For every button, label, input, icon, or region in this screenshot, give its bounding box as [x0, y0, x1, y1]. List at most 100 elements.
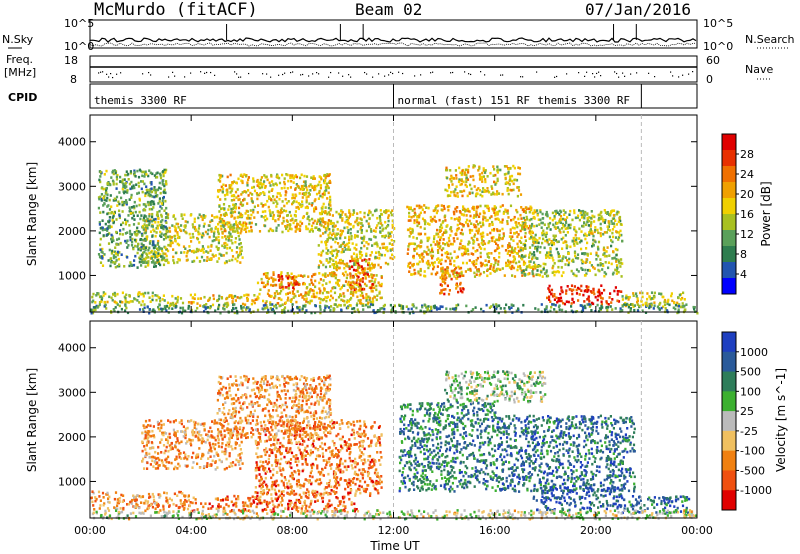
heatmap-cell	[551, 218, 554, 222]
heatmap-cell	[277, 224, 280, 227]
heatmap-cell	[257, 183, 260, 186]
heatmap-cell	[659, 292, 663, 296]
heatmap-cell	[292, 287, 295, 291]
heatmap-cell	[138, 168, 141, 172]
heatmap-cell	[480, 225, 483, 228]
heatmap-cell	[567, 261, 571, 264]
heatmap-cell	[117, 237, 121, 241]
heatmap-cell	[599, 234, 602, 238]
heatmap-cell	[496, 165, 499, 169]
heatmap-cell	[217, 232, 220, 235]
heatmap-cell	[323, 173, 326, 177]
heatmap-cell	[278, 197, 281, 201]
heatmap-cell	[277, 302, 280, 305]
heatmap-cell	[407, 307, 410, 311]
heatmap-cell	[437, 232, 440, 236]
heatmap-cell	[301, 196, 304, 199]
heatmap-cell	[527, 272, 530, 276]
heatmap-cell	[355, 291, 358, 294]
heatmap-cell	[444, 273, 447, 277]
heatmap-cell	[129, 187, 132, 191]
heatmap-cell	[141, 238, 144, 242]
heatmap-cell	[488, 306, 491, 310]
heatmap-cell	[670, 294, 673, 298]
heatmap-cell	[329, 201, 332, 204]
heatmap-cell	[114, 491, 118, 494]
heatmap-cell	[91, 490, 94, 493]
heatmap-cell	[471, 191, 474, 195]
heatmap-cell	[100, 255, 103, 258]
heatmap-cell	[163, 299, 166, 302]
heatmap-cell	[483, 264, 486, 267]
heatmap-cell	[506, 252, 509, 255]
heatmap-cell	[384, 226, 387, 230]
heatmap-cell	[551, 256, 554, 260]
heatmap-cell	[455, 304, 458, 307]
heatmap-cell	[106, 196, 109, 200]
heatmap-cell	[440, 284, 443, 287]
heatmap-cell	[271, 211, 274, 214]
heatmap-cell	[445, 255, 449, 259]
heatmap-cell	[112, 183, 115, 186]
heatmap-cell	[602, 253, 605, 256]
heatmap-cell	[281, 303, 284, 306]
heatmap-cell	[295, 175, 299, 179]
heatmap-cell	[582, 224, 585, 228]
heatmap-cell	[457, 265, 460, 269]
heatmap-cell	[658, 303, 661, 306]
heatmap-cell	[488, 216, 492, 220]
heatmap-cell	[310, 278, 313, 282]
heatmap-cell	[272, 195, 275, 198]
heatmap-cell	[284, 301, 287, 304]
heatmap-cell	[385, 210, 388, 214]
heatmap-cell	[113, 169, 116, 172]
heatmap-cell	[141, 233, 144, 237]
heatmap-cell	[321, 298, 324, 302]
heatmap-cell	[481, 239, 484, 242]
heatmap-cell	[599, 262, 602, 265]
heatmap-cell	[508, 235, 511, 238]
heatmap-cell	[365, 252, 368, 256]
heatmap-cell	[629, 307, 632, 310]
heatmap-cell	[418, 206, 421, 210]
heatmap-cell	[421, 217, 425, 221]
heatmap-cell	[154, 217, 157, 221]
heatmap-cell	[280, 289, 283, 293]
heatmap-cell	[524, 219, 527, 222]
nave-point	[522, 76, 524, 78]
heatmap-cell	[286, 214, 289, 217]
heatmap-cell	[419, 309, 422, 313]
heatmap-cell	[666, 309, 669, 312]
heatmap-cell	[223, 207, 226, 210]
heatmap-cell	[426, 307, 429, 310]
heatmap-cell	[154, 194, 157, 198]
heatmap-cell	[332, 274, 336, 278]
heatmap-cell	[96, 292, 99, 295]
heatmap-cell	[507, 171, 510, 175]
heatmap-cell	[322, 225, 326, 228]
heatmap-cell	[125, 241, 128, 244]
heatmap-cell	[133, 498, 136, 501]
heatmap-cell	[511, 265, 514, 269]
heatmap-cell	[496, 247, 499, 250]
heatmap-cell	[145, 173, 148, 176]
heatmap-cell	[273, 305, 276, 308]
heatmap-cell	[467, 240, 470, 244]
heatmap-cell	[345, 215, 348, 219]
heatmap-cell	[160, 309, 163, 313]
heatmap-cell	[99, 237, 102, 241]
heatmap-cell	[162, 190, 165, 194]
heatmap-cell	[464, 209, 467, 213]
heatmap-cell	[272, 309, 275, 313]
heatmap-cell	[236, 225, 239, 228]
heatmap-cell	[238, 198, 241, 201]
heatmap-cell	[203, 259, 206, 262]
heatmap-cell	[450, 217, 453, 220]
heatmap-cell	[408, 270, 411, 273]
heatmap-cell	[478, 215, 481, 218]
heatmap-cell	[331, 214, 334, 217]
heatmap-cell	[247, 293, 250, 297]
heatmap-cell	[291, 276, 294, 279]
heatmap-cell	[459, 232, 462, 235]
heatmap-cell	[586, 241, 589, 245]
